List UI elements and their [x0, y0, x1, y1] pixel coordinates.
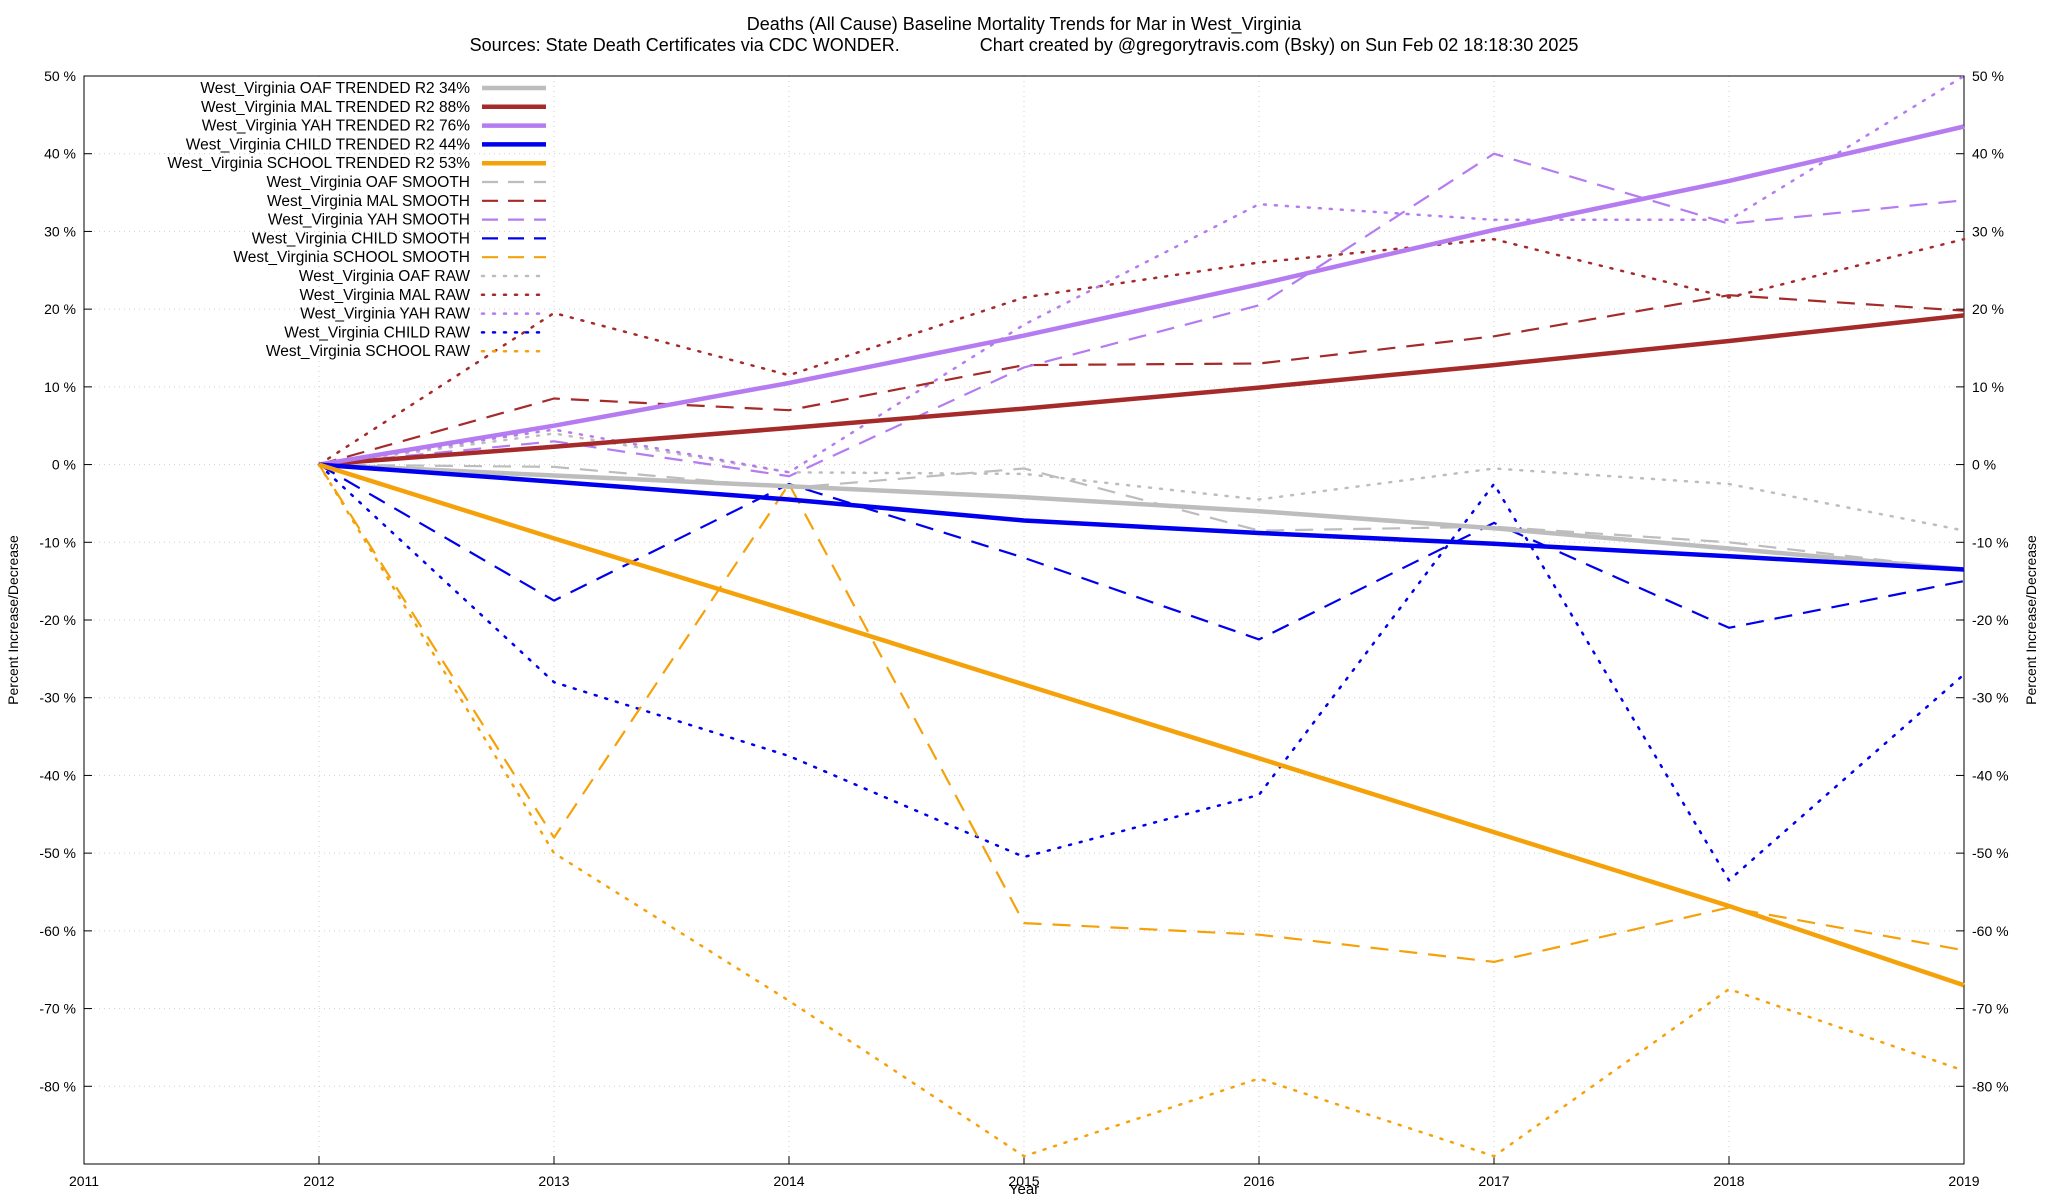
y-tick-label: -60 %: [39, 923, 76, 939]
series-line-west-virginia-school-raw: [317, 463, 1966, 1158]
y2-tick-label: -80 %: [1972, 1078, 2009, 1094]
y2-tick-label: -30 %: [1972, 690, 2009, 706]
y-tick-label: -40 %: [39, 767, 76, 783]
x-tick-label: 2015: [1008, 1173, 1039, 1189]
y2-tick-label: -70 %: [1972, 1001, 2009, 1017]
series-line-west-virginia-yah-trended-r2-76: [318, 124, 1965, 467]
legend-label: West_Virginia OAF SMOOTH: [266, 174, 470, 191]
series-line-west-virginia-school-trended-r2-53: [318, 462, 1965, 988]
legend-label: West_Virginia SCHOOL SMOOTH: [233, 249, 470, 266]
series-line-west-virginia-oaf-raw: [317, 432, 1966, 532]
series-line-west-virginia-oaf-trended-r2-34: [318, 462, 1965, 572]
y-axis-label: Percent Increase/Decrease: [5, 535, 21, 705]
y-tick-label: -30 %: [39, 690, 76, 706]
y-tick-label: 10 %: [44, 379, 76, 395]
y2-tick-label: 20 %: [1972, 301, 2004, 317]
legend-label: West_Virginia CHILD RAW: [284, 324, 470, 341]
legend-label: West_Virginia SCHOOL TRENDED R2 53%: [167, 155, 470, 172]
x-tick-label: 2011: [69, 1173, 99, 1189]
y2-tick-label: -60 %: [1972, 923, 2009, 939]
x-tick-label: 2013: [538, 1173, 569, 1189]
y-tick-label: 40 %: [44, 146, 76, 162]
y2-axis-label: Percent Increase/Decrease: [2023, 535, 2039, 705]
y2-tick-label: 0 %: [1972, 457, 1996, 473]
grid-layer: [83, 75, 1965, 1164]
legend-label: West_Virginia CHILD SMOOTH: [252, 230, 470, 247]
tick-layer: 50 % 50 % 40 % 40 % 30 % 30 % 20 % 20 % 10 % 10 %…: [39, 68, 2008, 1189]
y-tick-label: 30 %: [44, 223, 76, 239]
series-line-west-virginia-mal-raw: [317, 237, 1966, 466]
x-tick-label: 2017: [1478, 1173, 1509, 1189]
chart-title: Deaths (All Cause) Baseline Mortality Tr…: [747, 14, 1303, 35]
y-tick-label: -10 %: [39, 534, 76, 550]
legend-label: West_Virginia MAL TRENDED R2 88%: [201, 99, 470, 116]
chart-subtitle: Sources: State Death Certificates via CD…: [470, 35, 1579, 55]
x-tick-label: 2012: [303, 1173, 334, 1189]
legend-label: West_Virginia MAL RAW: [299, 287, 470, 304]
y2-tick-label: -50 %: [1972, 845, 2009, 861]
x-tick-label: 2018: [1713, 1173, 1744, 1189]
y2-tick-label: 40 %: [1972, 146, 2004, 162]
y2-tick-label: 10 %: [1972, 379, 2004, 395]
y-tick-label: 50 %: [44, 68, 76, 84]
legend-label: West_Virginia MAL SMOOTH: [267, 193, 470, 210]
y-tick-label: -70 %: [39, 1001, 76, 1017]
series-line-west-virginia-child-trended-r2-44: [318, 462, 1965, 572]
series-line-west-virginia-oaf-smooth: [318, 463, 1965, 571]
legend-label: West_Virginia YAH TRENDED R2 76%: [202, 118, 470, 135]
series-line-west-virginia-mal-trended-r2-88: [318, 313, 1965, 467]
y-tick-label: -20 %: [39, 612, 76, 628]
legend-label: West_Virginia SCHOOL RAW: [266, 343, 471, 360]
y2-tick-label: -20 %: [1972, 612, 2009, 628]
series-line-west-virginia-yah-raw: [317, 74, 1966, 474]
x-tick-label: 2016: [1243, 1173, 1274, 1189]
legend-label: West_Virginia YAH RAW: [300, 306, 470, 323]
y-tick-label: 20 %: [44, 301, 76, 317]
x-tick-label: 2019: [1948, 1173, 1979, 1189]
x-tick-label: 2014: [773, 1173, 804, 1189]
y2-tick-label: -40 %: [1972, 767, 2009, 783]
y-tick-label: -80 %: [39, 1078, 76, 1094]
series-layer: [317, 74, 1966, 1158]
series-line-west-virginia-child-raw: [317, 463, 1966, 882]
series-line-west-virginia-child-smooth: [318, 463, 1965, 641]
legend-label: West_Virginia OAF RAW: [299, 268, 470, 285]
y-tick-label: 0 %: [52, 457, 76, 473]
x-axis-label: Year: [1009, 1181, 1039, 1198]
series-line-west-virginia-school-smooth: [318, 464, 1965, 964]
y-tick-label: -50 %: [39, 845, 76, 861]
series-line-west-virginia-yah-smooth: [318, 152, 1965, 478]
legend-label: West_Virginia OAF TRENDED R2 34%: [200, 80, 470, 97]
y2-tick-label: 50 %: [1972, 68, 2004, 84]
legend-label: West_Virginia CHILD TRENDED R2 44%: [186, 136, 470, 153]
y2-tick-label: -10 %: [1972, 534, 2009, 550]
y2-tick-label: 30 %: [1972, 223, 2004, 239]
legend-label: West_Virginia YAH SMOOTH: [268, 212, 470, 229]
legend: West_Virginia OAF TRENDED R2 34% West_Vir…: [167, 80, 548, 360]
series-line-west-virginia-mal-smooth: [318, 294, 1965, 466]
